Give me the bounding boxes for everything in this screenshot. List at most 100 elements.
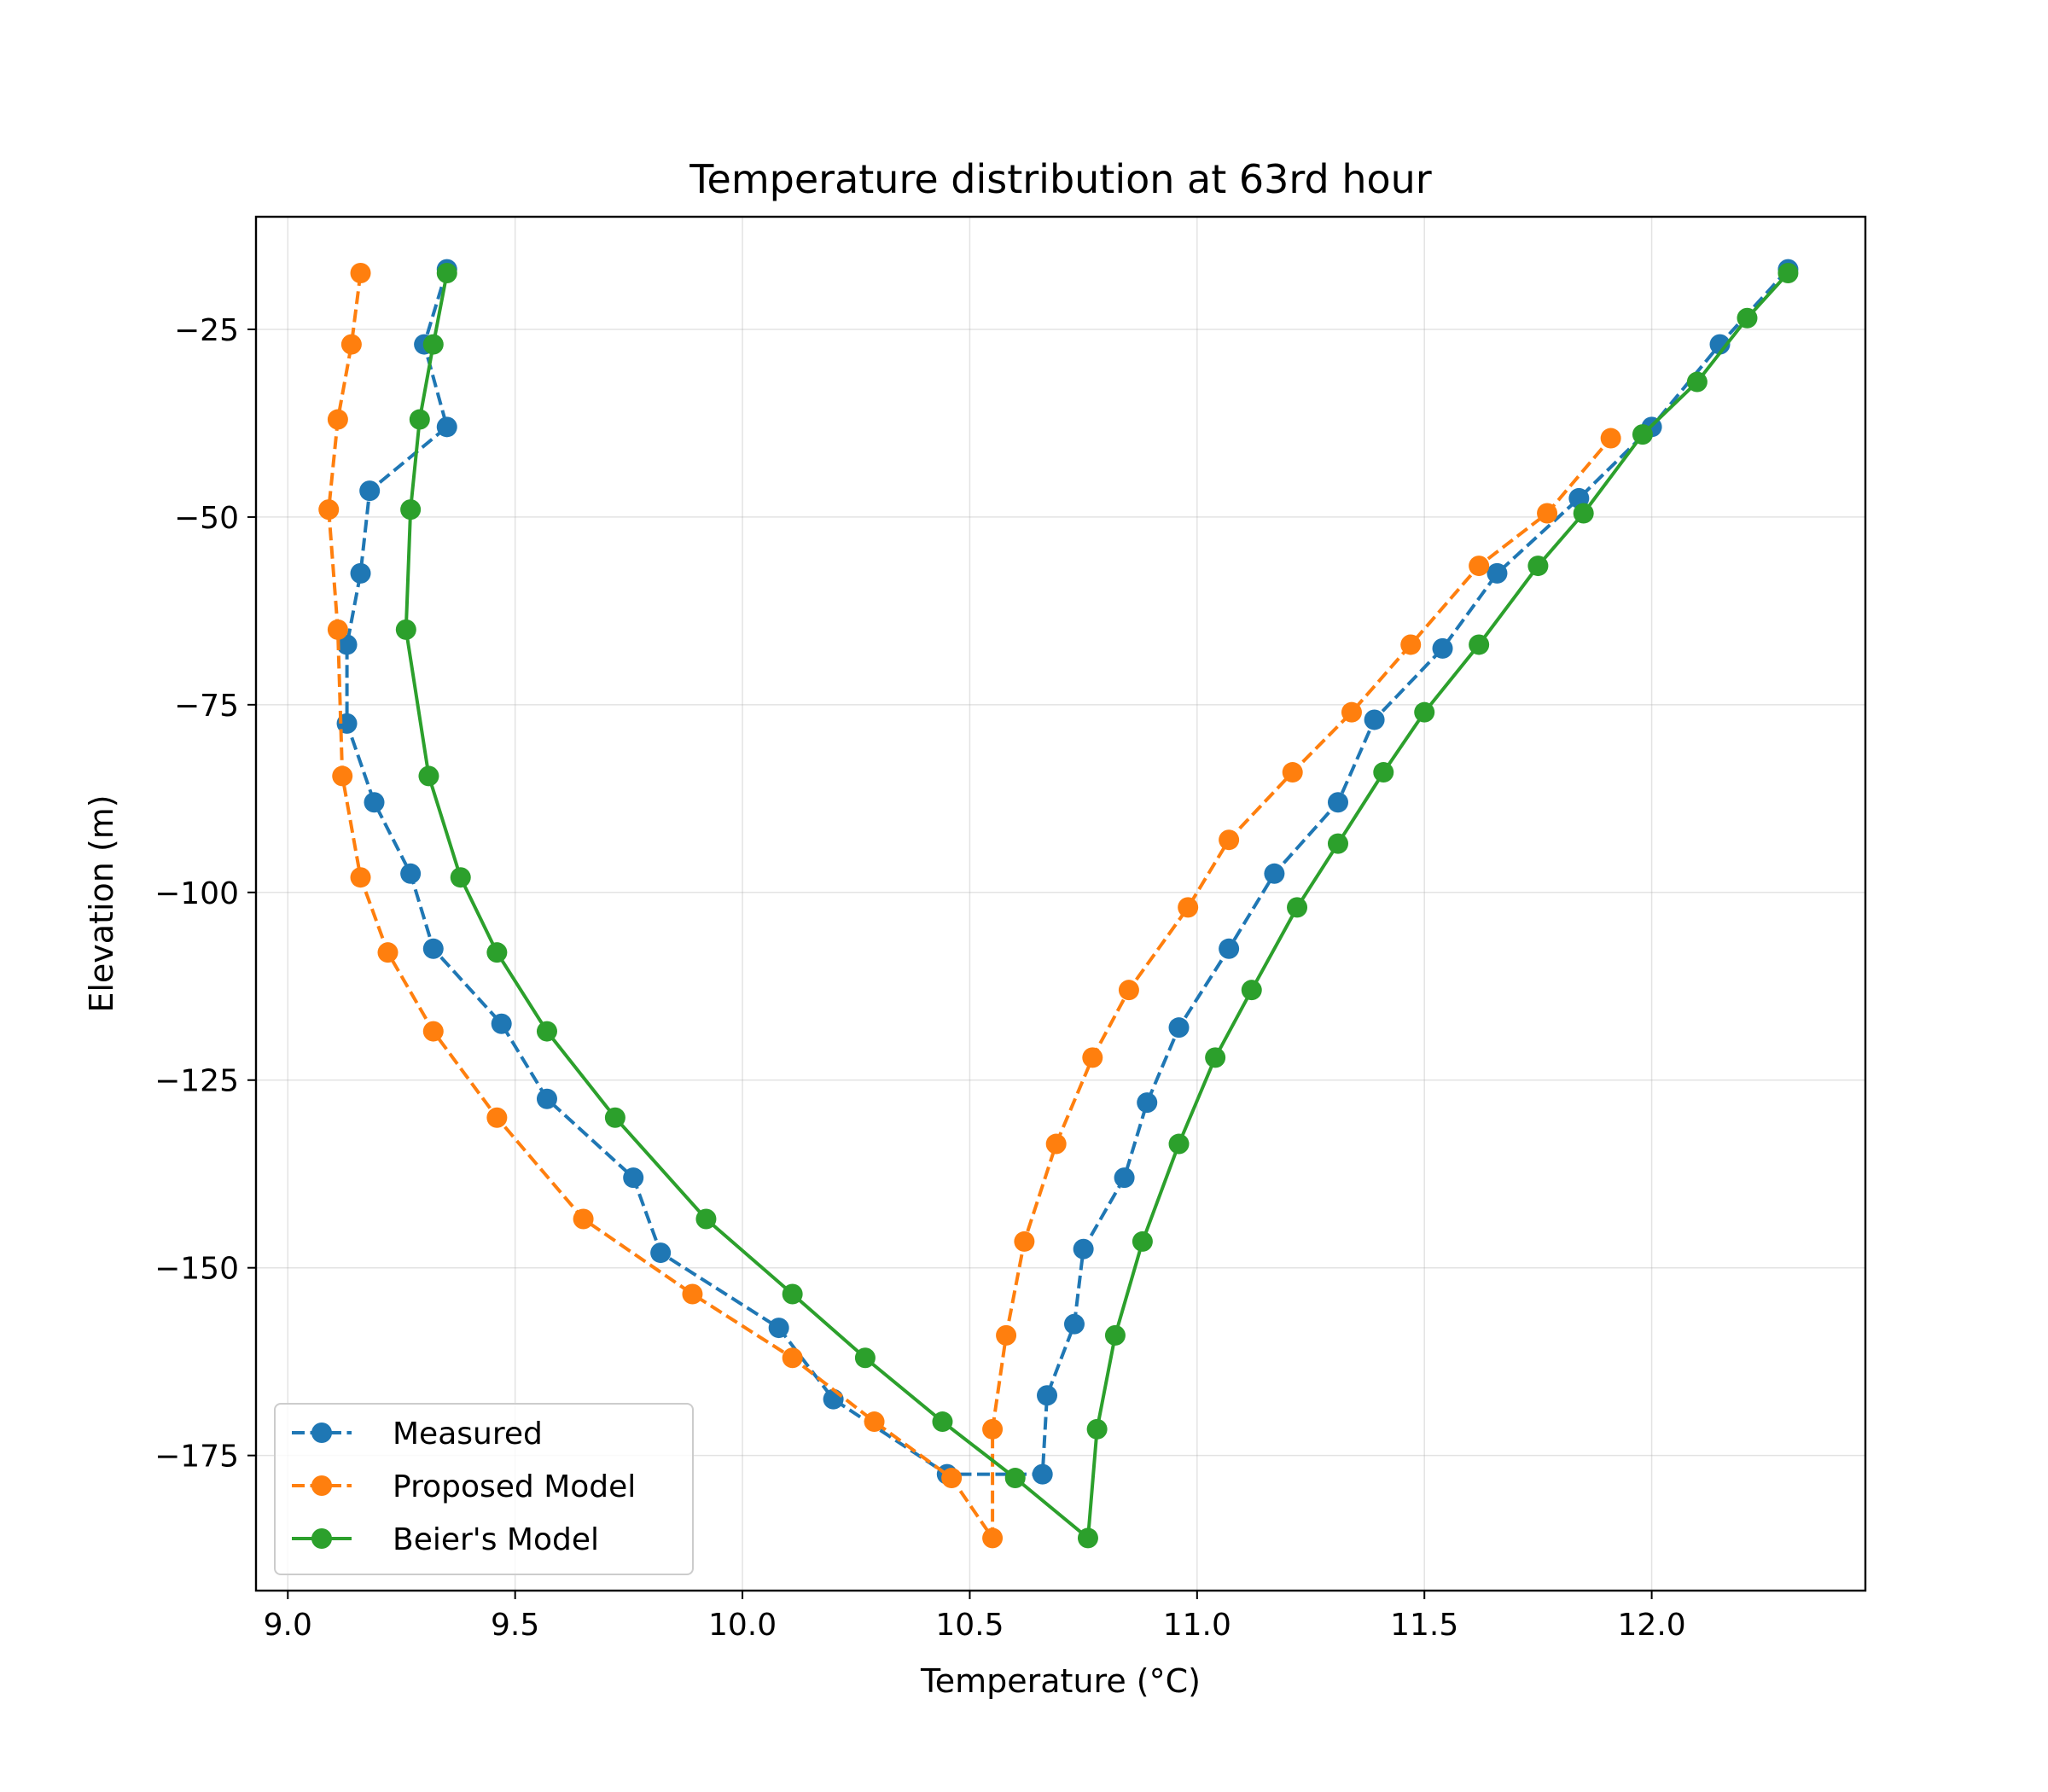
- data-point: [1709, 334, 1731, 355]
- data-point: [1219, 829, 1240, 851]
- data-point: [1104, 1324, 1126, 1346]
- data-point: [536, 1088, 557, 1109]
- data-point: [864, 1411, 885, 1433]
- data-point: [436, 416, 457, 438]
- plot-series: [318, 259, 1799, 1549]
- data-point: [682, 1283, 703, 1305]
- data-point: [1004, 1468, 1026, 1489]
- legend-label: Beier's Model: [393, 1522, 599, 1557]
- data-point: [1400, 634, 1422, 655]
- data-point: [650, 1242, 672, 1264]
- legend-marker: [311, 1423, 332, 1443]
- data-point: [359, 480, 381, 502]
- data-point: [1487, 562, 1508, 584]
- x-tick-label: 11.0: [1163, 1608, 1231, 1643]
- data-point: [332, 765, 353, 787]
- data-point: [1045, 1133, 1067, 1155]
- data-point: [782, 1347, 803, 1369]
- y-tick-label: −25: [174, 313, 239, 348]
- x-tick-label: 11.5: [1390, 1608, 1458, 1643]
- data-point: [1014, 1231, 1035, 1252]
- data-point: [1287, 897, 1308, 918]
- data-point: [422, 938, 444, 959]
- x-tick-label: 10.0: [708, 1608, 777, 1643]
- legend-label: Proposed Model: [393, 1469, 636, 1504]
- data-point: [1168, 1017, 1190, 1039]
- data-point: [782, 1283, 803, 1305]
- data-point: [1373, 762, 1394, 783]
- data-point: [1118, 980, 1139, 1001]
- data-point: [1777, 262, 1799, 283]
- data-point: [1073, 1238, 1094, 1260]
- y-tick-label: −75: [174, 689, 239, 724]
- data-point: [1341, 701, 1362, 723]
- series-2: [395, 262, 1799, 1549]
- data-point: [982, 1418, 1004, 1440]
- data-point: [1469, 556, 1490, 577]
- data-point: [1205, 1047, 1226, 1068]
- data-point: [377, 942, 399, 963]
- legend: Measured Proposed Model Beier's Model: [274, 1403, 694, 1575]
- data-point: [1537, 503, 1558, 524]
- data-point: [623, 1167, 644, 1189]
- data-point: [327, 409, 348, 430]
- data-point: [768, 1318, 789, 1339]
- x-tick-label: 12.0: [1618, 1608, 1686, 1643]
- data-point: [1327, 833, 1348, 854]
- data-point: [318, 499, 340, 521]
- data-point: [486, 1107, 508, 1128]
- data-point: [1037, 1385, 1058, 1406]
- data-point: [1600, 428, 1621, 449]
- data-point: [350, 867, 371, 888]
- data-point: [327, 619, 348, 640]
- data-point: [604, 1107, 625, 1128]
- legend-marker: [311, 1475, 332, 1496]
- y-tick-label: −50: [174, 501, 239, 536]
- data-point: [573, 1208, 594, 1230]
- data-point: [996, 1324, 1017, 1346]
- legend-marker: [311, 1528, 332, 1549]
- y-tick-label: −175: [154, 1440, 239, 1475]
- data-point: [1032, 1463, 1053, 1485]
- data-point: [400, 863, 422, 884]
- data-point: [422, 334, 444, 355]
- data-point: [536, 1021, 557, 1042]
- x-axis-ticks: 9.0 9.5 10.0 10.5 11.0 11.5 12.0: [264, 1591, 1686, 1643]
- data-point: [336, 634, 358, 655]
- data-point: [823, 1388, 844, 1410]
- x-tick-label: 9.0: [264, 1608, 312, 1643]
- y-tick-label: −150: [154, 1252, 239, 1287]
- data-point: [854, 1347, 876, 1369]
- y-axis-ticks: −25 −50 −75 −100 −125 −150 −175: [154, 313, 256, 1475]
- data-point: [1282, 762, 1303, 783]
- data-point: [1364, 709, 1385, 730]
- legend-entries: Measured Proposed Model Beier's Model: [292, 1417, 636, 1557]
- data-point: [350, 262, 371, 283]
- data-point: [1737, 307, 1758, 329]
- grid-lines: [256, 217, 1865, 1591]
- data-point: [1632, 424, 1653, 445]
- data-point: [1469, 634, 1490, 655]
- data-point: [1241, 980, 1262, 1001]
- data-point: [932, 1411, 953, 1433]
- plot-frame: [254, 215, 1867, 1592]
- y-tick-label: −125: [154, 1064, 239, 1099]
- series-line: [327, 272, 1613, 1540]
- data-point: [364, 792, 385, 813]
- data-point: [1219, 938, 1240, 959]
- data-point: [1114, 1167, 1135, 1189]
- x-axis-label: Temperature (°C): [920, 1662, 1201, 1700]
- series-1: [318, 262, 1621, 1549]
- data-point: [1063, 1313, 1085, 1335]
- data-point: [436, 262, 457, 283]
- legend-box: [274, 1403, 694, 1575]
- x-tick-label: 10.5: [935, 1608, 1004, 1643]
- data-point: [340, 334, 362, 355]
- data-point: [395, 619, 416, 640]
- data-point: [1327, 792, 1348, 813]
- data-point: [1137, 1092, 1158, 1114]
- data-point: [400, 499, 422, 521]
- legend-label: Measured: [393, 1417, 543, 1452]
- chart-title: Temperature distribution at 63rd hour: [689, 156, 1432, 202]
